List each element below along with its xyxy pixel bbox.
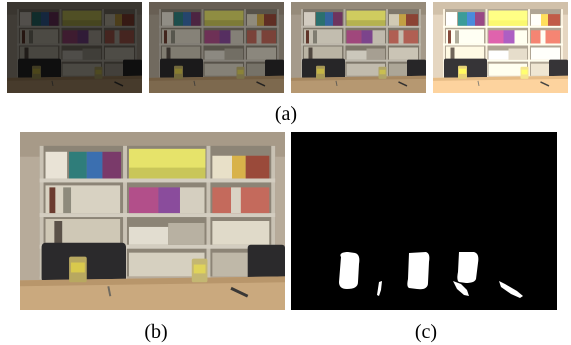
fused-image bbox=[20, 132, 285, 310]
caption-c: (c) bbox=[414, 321, 438, 343]
caption-b: (b) bbox=[144, 321, 168, 343]
mask-image bbox=[291, 132, 557, 310]
exposure-1-image bbox=[7, 2, 142, 93]
exposure-2-image bbox=[149, 2, 284, 93]
exposure-4-image bbox=[433, 2, 568, 93]
exposure-3-image bbox=[291, 2, 426, 93]
caption-a: (a) bbox=[274, 103, 298, 125]
